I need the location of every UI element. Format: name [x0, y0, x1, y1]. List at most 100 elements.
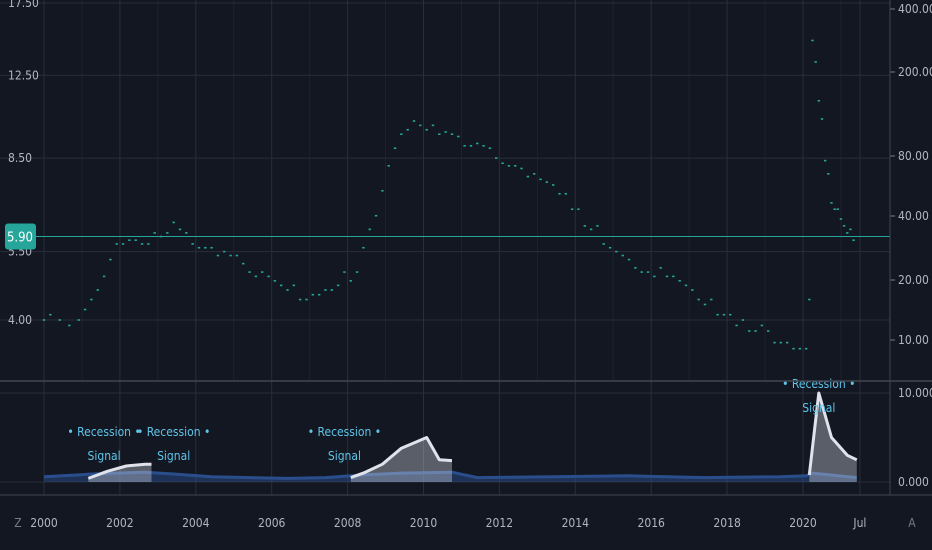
signal-series-fill [88, 464, 152, 482]
scale-mode-right[interactable]: A [908, 516, 916, 530]
data-point [514, 165, 517, 167]
data-point [311, 293, 315, 296]
data-point [659, 267, 662, 269]
data-point [684, 284, 688, 287]
data-point [532, 173, 536, 175]
data-point [564, 192, 568, 195]
data-point [229, 254, 232, 257]
data-point [773, 341, 776, 344]
last-value-badge [5, 223, 36, 250]
x-tick-label: 2006 [258, 516, 286, 530]
data-point [178, 228, 182, 231]
data-point [792, 347, 795, 350]
data-point [830, 202, 833, 204]
data-point [349, 280, 352, 282]
y-tick-label: 17.50 [8, 0, 39, 10]
x-tick-label: 2012 [486, 516, 513, 530]
data-point [846, 232, 849, 234]
data-point [134, 239, 137, 241]
annotation-title: • Recession • [308, 425, 381, 439]
last-value-label: 5.90 [7, 231, 33, 246]
data-point [551, 184, 555, 186]
x-tick-label: 2020 [789, 516, 817, 530]
y-right-tick-label: 200.00 [898, 65, 932, 79]
annotation-title: • Recession • [137, 425, 210, 439]
price-series [36, 39, 890, 350]
data-point [665, 275, 669, 278]
data-point [400, 133, 403, 136]
data-point [785, 341, 789, 344]
data-point [121, 243, 125, 245]
data-point [457, 135, 460, 138]
data-point [596, 225, 599, 227]
data-point [476, 142, 479, 145]
y-right-tick-label: 80.00 [898, 149, 929, 163]
data-point [729, 313, 732, 316]
y-tick-label: 10.000 [898, 386, 932, 400]
data-point [602, 243, 605, 245]
data-point [58, 319, 62, 321]
x-tick-label: 2002 [106, 516, 133, 530]
data-point [254, 275, 258, 278]
data-point [710, 298, 713, 301]
scale-mode-left[interactable]: Z [14, 516, 21, 530]
data-point [798, 347, 802, 350]
data-point [827, 173, 830, 175]
data-point [691, 289, 694, 291]
data-point [49, 313, 52, 316]
data-point [96, 289, 99, 291]
data-point [767, 330, 770, 332]
signal-series-line [87, 462, 152, 480]
x-tick-label: 2014 [562, 516, 590, 530]
data-point [463, 145, 466, 147]
data-point [140, 243, 144, 245]
y-right-tick-label: 20.00 [898, 273, 929, 287]
left-toolbar-button[interactable]: Z [14, 516, 21, 530]
data-point [577, 208, 580, 211]
data-point [204, 246, 207, 249]
data-point [368, 228, 371, 231]
data-point [109, 258, 112, 261]
data-point [166, 232, 169, 234]
data-point [820, 118, 824, 120]
data-point [381, 189, 384, 192]
data-point [482, 145, 485, 147]
data-point [634, 267, 637, 269]
data-point [362, 246, 365, 249]
data-point [330, 289, 333, 291]
x-tick-label: 2004 [182, 516, 210, 530]
data-point [722, 313, 726, 316]
data-point [501, 162, 504, 165]
data-point [412, 120, 416, 122]
recession-annotation: • Recession • Signal [308, 425, 381, 463]
x-tick-label: 2018 [713, 516, 741, 530]
data-point [406, 128, 409, 131]
x-tick-label: 2008 [334, 516, 362, 530]
signal-series-line [807, 391, 858, 476]
data-point [393, 147, 397, 150]
data-point [811, 39, 814, 42]
indicator-series [43, 391, 858, 482]
signal-series-fill [350, 437, 452, 482]
auto-scale-button[interactable]: A [908, 516, 916, 530]
data-point [558, 192, 561, 195]
data-point [444, 131, 447, 133]
data-point [653, 275, 656, 278]
data-point [261, 271, 264, 273]
data-point [640, 271, 643, 273]
data-point [760, 324, 764, 327]
data-point [583, 225, 586, 227]
data-point [520, 167, 523, 170]
data-point [374, 214, 378, 217]
data-point [286, 289, 289, 291]
data-point [849, 228, 852, 231]
data-point [431, 124, 435, 127]
y-tick-label: 4.00 [8, 313, 32, 327]
data-point [839, 218, 843, 220]
data-point [197, 246, 201, 249]
data-point [814, 61, 817, 63]
data-point [102, 275, 106, 278]
data-point [343, 271, 346, 273]
data-point [817, 99, 821, 102]
